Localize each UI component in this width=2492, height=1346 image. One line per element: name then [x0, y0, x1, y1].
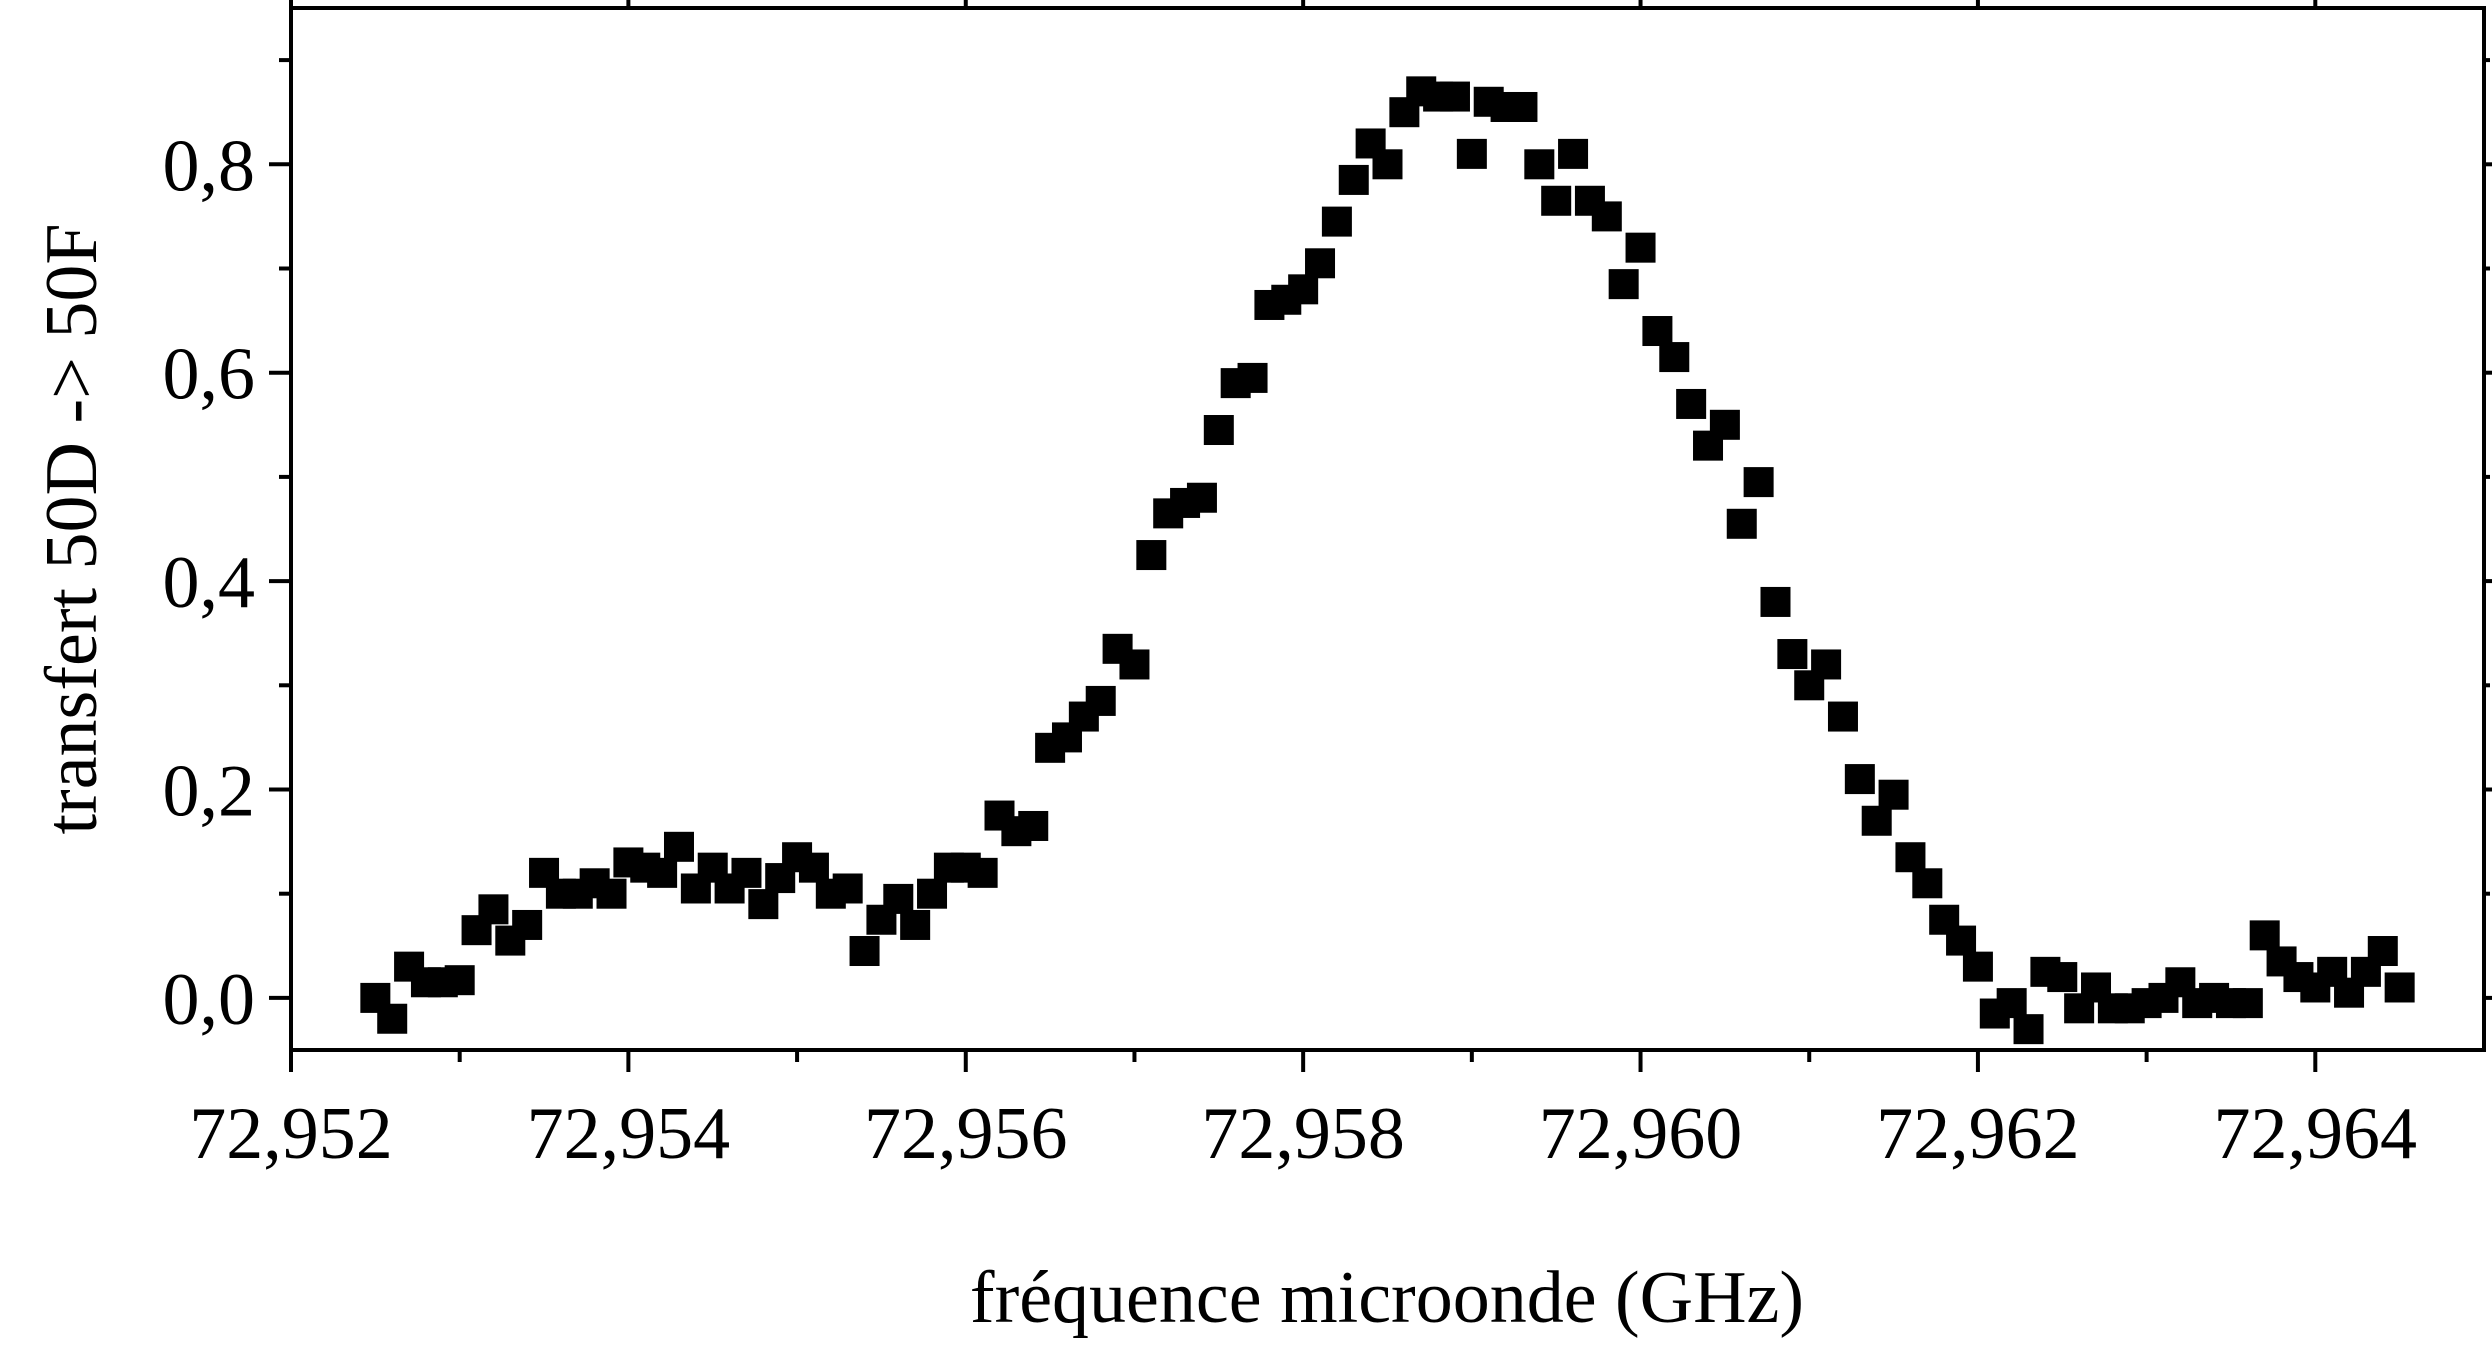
plot-frame: [289, 6, 2486, 1052]
data-point: [1878, 779, 1909, 810]
x-tick-label: 72,952: [189, 1093, 393, 1175]
x-tick-labels: 72,952 72,954 72,956 72,958 72,960 72,962 72,9…: [189, 1093, 2417, 1175]
data-point: [444, 965, 475, 996]
y-tick-label: 0,0: [163, 959, 256, 1041]
data-point: [1237, 362, 1268, 393]
data-point: [1844, 764, 1875, 795]
data-point: [2013, 1014, 2044, 1045]
data-point: [1558, 138, 1589, 169]
data-point: [512, 909, 543, 940]
data-point: [798, 852, 829, 883]
y-axis-title: transfert 50D -> 50F: [31, 223, 113, 834]
data-point: [1676, 388, 1707, 419]
data-point: [596, 878, 627, 909]
data-point: [1962, 951, 1993, 982]
data-point: [1338, 164, 1369, 195]
data-point: [967, 857, 998, 888]
x-tick-label: 72,964: [2214, 1093, 2418, 1175]
x-axis-title: fréquence microonde (GHz): [970, 1257, 1804, 1339]
data-point: [647, 857, 678, 888]
data-points: [360, 76, 2415, 1045]
data-point: [1625, 232, 1656, 263]
data-point: [2232, 988, 2263, 1019]
data-point: [663, 831, 694, 862]
data-point: [1305, 248, 1336, 279]
data-point: [849, 936, 880, 967]
data-point: [731, 857, 762, 888]
data-point: [917, 878, 948, 909]
data-point: [1591, 201, 1622, 232]
data-point: [1777, 639, 1808, 670]
y-tick-label: 0,6: [163, 334, 256, 416]
data-point: [1018, 810, 1049, 841]
data-point: [748, 889, 779, 920]
y-tick-label: 0,4: [163, 542, 256, 624]
data-point: [1288, 274, 1319, 305]
data-point: [1726, 508, 1757, 539]
data-point: [832, 873, 863, 904]
data-point: [1439, 81, 1470, 112]
data-point: [1456, 138, 1487, 169]
y-tick-labels: 0,0 0,2 0,4 0,6 0,8: [163, 125, 256, 1041]
x-tick-label: 72,958: [1201, 1093, 1405, 1175]
data-point: [1760, 586, 1791, 617]
data-point: [1827, 701, 1858, 732]
data-point: [900, 909, 931, 940]
data-point: [1743, 467, 1774, 498]
data-point: [2367, 936, 2398, 967]
data-point: [1186, 482, 1217, 513]
data-point: [1119, 649, 1150, 680]
data-point: [1085, 685, 1116, 716]
data-point: [1861, 805, 1892, 836]
data-point: [1541, 185, 1572, 216]
x-tick-label: 72,954: [527, 1093, 731, 1175]
data-point: [1642, 316, 1673, 347]
data-point: [1912, 868, 1943, 899]
x-tick-label: 72,960: [1539, 1093, 1743, 1175]
data-point: [2249, 920, 2280, 951]
data-point: [1659, 342, 1690, 373]
data-point: [2384, 972, 2415, 1003]
data-point: [1811, 649, 1842, 680]
data-point: [1507, 91, 1538, 122]
data-point: [1996, 988, 2027, 1019]
data-point: [883, 883, 914, 914]
data-point: [1709, 409, 1740, 440]
data-point: [377, 1003, 408, 1034]
data-point: [1136, 540, 1167, 571]
data-point: [1946, 925, 1977, 956]
y-tick-label: 0,8: [163, 125, 256, 207]
data-point: [1203, 415, 1234, 446]
data-point: [1895, 842, 1926, 873]
data-point: [2047, 962, 2078, 993]
x-tick-label: 72,962: [1876, 1093, 2080, 1175]
data-point: [1372, 149, 1403, 180]
data-point: [1608, 269, 1639, 300]
y-tick-label: 0,2: [163, 751, 256, 833]
x-tick-label: 72,956: [864, 1093, 1068, 1175]
data-point: [478, 894, 509, 925]
data-point: [1524, 149, 1555, 180]
data-point: [1321, 206, 1352, 237]
